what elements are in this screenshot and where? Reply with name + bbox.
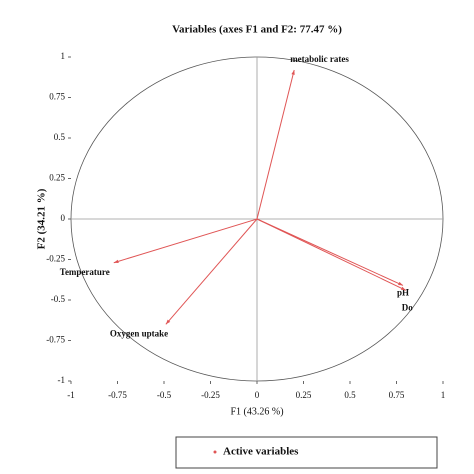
vector-arrow [256,69,295,220]
x-tick-label: 0.75 [389,390,405,400]
x-tick-label: -0.5 [157,390,172,400]
vector-arrow [256,218,407,291]
y-tick-label: -0.75 [46,335,65,345]
vector-label: Temperature [60,267,110,277]
arrow-head [291,69,295,75]
vector-arrow [165,218,258,325]
y-tick-label: -0.25 [46,254,65,264]
y-tick-label: 0 [61,213,66,223]
y-tick-label: 0.75 [49,92,65,102]
legend-box [175,436,438,469]
y-tick-label: -0.5 [51,294,66,304]
x-tick-label: 0 [255,390,260,400]
arrow-head [400,286,406,291]
x-tick-label: -0.75 [108,390,127,400]
x-tick-label: 1 [441,390,446,400]
legend-marker [213,450,217,454]
x-tick-label: -0.25 [201,390,220,400]
y-axis-label: F2 (34.21 %) [36,188,48,249]
arrow-head [398,281,404,286]
arrow-head [165,319,171,325]
vector-arrow [113,218,258,264]
y-tick-label: -1 [58,375,66,385]
vector-label: metabolic rates [290,54,349,64]
legend-label: Active variables [223,446,299,458]
arrow-head [113,259,119,264]
vector-label: Oxygen uptake [110,328,168,338]
x-axis-label: F1 (43.26 %) [230,406,283,417]
vector-label: Do [402,302,413,312]
chart-title: Variables (axes F1 and F2: 77.47 %) [172,24,342,36]
x-tick-label: -1 [67,390,75,400]
y-tick-label: 0.25 [49,173,65,183]
y-tick-label: 1 [61,51,66,61]
x-tick-label: 0.5 [344,390,356,400]
vector-label: pH [397,287,409,297]
x-tick-label: 0.25 [296,390,312,400]
vector-arrow [256,218,404,286]
y-tick-label: 0.5 [54,132,66,142]
